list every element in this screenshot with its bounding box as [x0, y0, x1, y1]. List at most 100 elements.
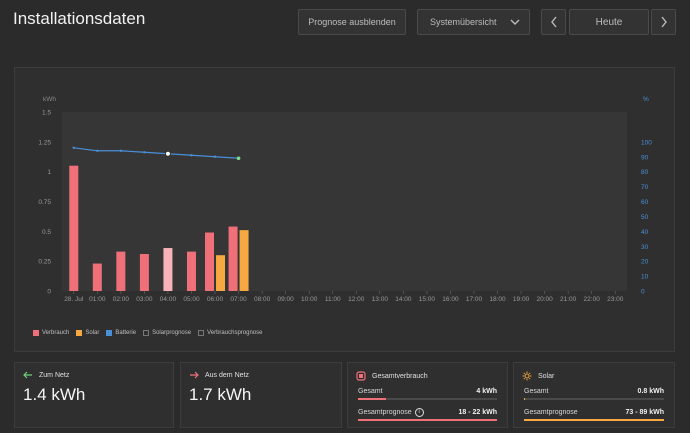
legend-label: Verbrauch	[42, 330, 70, 336]
y-right-tick-label: 50	[641, 214, 649, 221]
y-left-tick-label: 1.5	[42, 110, 51, 117]
y-right-tick-label: 80	[641, 169, 649, 176]
consumption-total-label: Gesamt	[358, 388, 383, 395]
battery-line	[73, 147, 239, 159]
x-tick-label: 12:00	[348, 296, 365, 303]
to-grid-label: Zum Netz	[39, 371, 70, 379]
to-grid-value: 1.4 kWh	[23, 385, 86, 404]
x-tick-label: 28. Jul	[64, 296, 84, 303]
y-right-tick-label: 100	[641, 139, 652, 146]
solar-forecast-value: 73 - 89 kWh	[625, 409, 664, 416]
card-from-grid-head: Aus dem Netz	[189, 371, 249, 379]
x-tick-label: 05:00	[183, 296, 200, 303]
today-button[interactable]: Heute	[569, 9, 649, 35]
x-tick-label: 15:00	[419, 296, 436, 303]
x-tick-label: 19:00	[513, 296, 530, 303]
y-right-tick-label: 0	[641, 289, 645, 296]
x-tick-label: 14:00	[395, 296, 412, 303]
y-left-unit-label: kWh	[43, 96, 56, 103]
hide-forecast-button[interactable]: Prognose ausblenden	[298, 9, 406, 35]
consumption-forecast-fill	[358, 419, 497, 421]
battery-point	[143, 151, 146, 154]
x-tick-label: 13:00	[372, 296, 389, 303]
from-grid-value: 1.7 kWh	[189, 385, 252, 404]
x-tick-label: 20:00	[536, 296, 553, 303]
solar-forecast-fill	[524, 419, 664, 421]
legend-swatch	[143, 330, 150, 336]
legend-swatch	[33, 330, 39, 336]
chevron-right-icon	[660, 16, 667, 28]
x-tick-label: 10:00	[301, 296, 318, 303]
solar-total-bar	[524, 398, 664, 400]
card-to-grid-head: Zum Netz	[23, 371, 69, 379]
x-tick-label: 01:00	[89, 296, 106, 303]
arrow-left-icon	[23, 371, 32, 379]
header: Installationsdaten Prognose ausblenden S…	[0, 0, 690, 44]
view-select[interactable]: Systemübersicht	[417, 9, 530, 35]
view-select-label: Systemübersicht	[430, 17, 497, 27]
x-tick-label: 04:00	[160, 296, 177, 303]
legend-item[interactable]: Solar	[76, 330, 99, 336]
legend-swatch	[76, 330, 83, 336]
consumption-bar	[186, 251, 196, 291]
solar-total-value: 0.8 kWh	[637, 388, 664, 395]
info-icon[interactable]: i	[414, 408, 424, 417]
x-tick-label: 18:00	[489, 296, 506, 303]
legend-label: Solarprognose	[152, 330, 192, 336]
solar-label: Solar	[538, 372, 555, 380]
consumption-forecast-value: 18 - 22 kWh	[458, 409, 497, 416]
battery-point	[190, 154, 193, 157]
x-tick-label: 16:00	[442, 296, 459, 303]
legend-item[interactable]: Solarprognose	[143, 330, 191, 336]
solar-bar	[216, 255, 226, 291]
x-tick-label: 23:00	[607, 296, 624, 303]
solar-forecast-label: Gesamtprognose	[524, 409, 578, 416]
card-to-grid: Zum Netz 1.4 kWh	[14, 362, 174, 428]
chart-panel: kWh% 1.5 1.25 1 0.75 0.5 0.25 0 100 90 80 70 60 50 40 3…	[14, 67, 675, 352]
consumption-bar	[69, 165, 79, 291]
consumption-total-value: 4 kWh	[476, 388, 497, 395]
battery-hover-point	[165, 150, 171, 157]
y-left-tick-label: 1	[47, 169, 51, 176]
sun-icon	[522, 371, 532, 381]
arrow-right-icon	[190, 371, 199, 379]
solar-forecast-bar	[524, 419, 664, 421]
consumption-forecast-label: Gesamtprognose	[358, 409, 412, 416]
x-tick-label: 17:00	[466, 296, 483, 303]
chevron-left-icon	[550, 16, 557, 28]
card-solar-head: Solar	[522, 371, 554, 381]
plot-area	[62, 112, 627, 291]
consumption-bar	[228, 226, 238, 291]
legend-item[interactable]: Batterie	[106, 330, 136, 336]
legend-swatch	[198, 330, 205, 336]
energy-chart: kWh %1.51.2510.750.50.2501009080706050403…	[38, 96, 652, 303]
battery-point	[96, 149, 99, 152]
card-from-grid: Aus dem Netz 1.7 kWh	[180, 362, 342, 428]
legend-item[interactable]: Verbrauch	[33, 330, 69, 336]
next-day-button[interactable]	[651, 9, 676, 35]
legend-label: Solar	[85, 330, 100, 336]
card-consumption: Gesamtverbrauch Gesamt 4 kWh Gesamtprogn…	[347, 362, 508, 428]
consumption-bar	[163, 248, 173, 291]
legend-item[interactable]: Verbrauchsprognose	[198, 330, 262, 336]
y-left-tick-label: 0.75	[38, 199, 51, 206]
x-tick-label: 02:00	[113, 296, 130, 303]
page-title: Installationsdaten	[13, 9, 146, 28]
x-tick-label: 08:00	[254, 296, 271, 303]
chart-legend: Verbrauch Solar Batterie Solarprognose Verbr…	[33, 330, 262, 336]
y-right-tick-label: 20	[641, 259, 649, 266]
legend-swatch	[106, 330, 113, 336]
x-tick-label: 07:00	[230, 296, 247, 303]
x-tick-label: 09:00	[278, 296, 295, 303]
solar-total-fill	[524, 398, 526, 400]
battery-point	[213, 155, 217, 158]
legend-label: Batterie	[115, 330, 137, 336]
previous-day-button[interactable]	[541, 9, 566, 35]
y-right-tick-label: 90	[641, 154, 649, 161]
battery-point	[72, 146, 75, 149]
consumption-bar	[116, 251, 126, 291]
y-left-tick-label: 0.25	[38, 259, 51, 266]
y-left-tick-label: 1.25	[38, 139, 51, 146]
consumption-label: Gesamtverbrauch	[372, 372, 428, 380]
legend-label: Verbrauchsprognose	[207, 330, 263, 336]
